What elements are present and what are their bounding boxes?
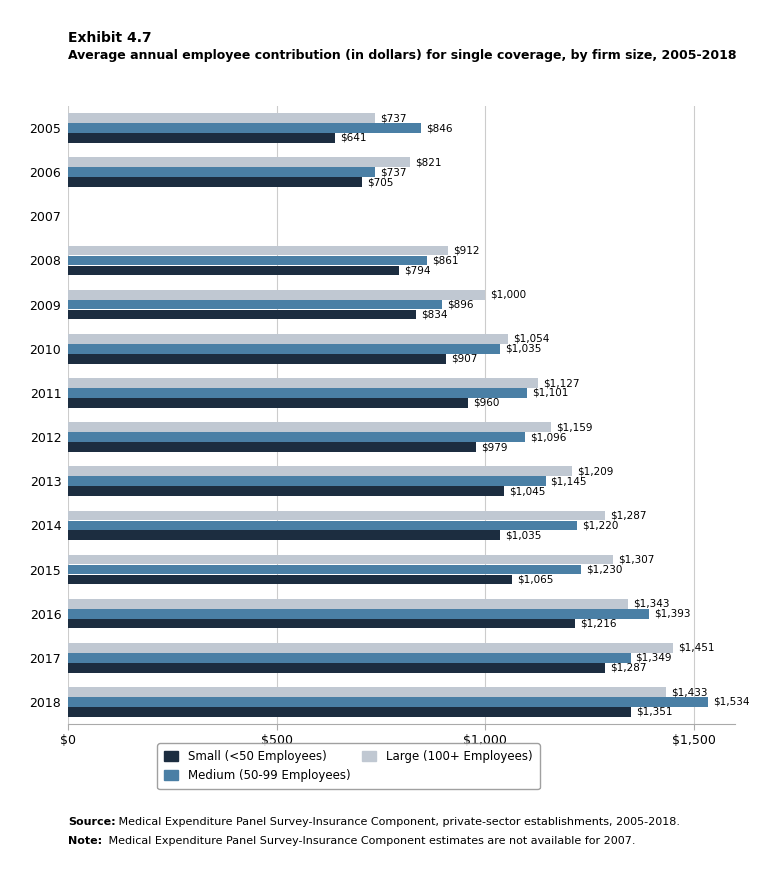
- Bar: [68, 575, 512, 585]
- Bar: [68, 707, 631, 717]
- Bar: [68, 687, 666, 697]
- Text: $1,209: $1,209: [578, 466, 614, 476]
- Text: $1,220: $1,220: [582, 520, 619, 531]
- Bar: [68, 422, 551, 432]
- Bar: [68, 124, 421, 132]
- Bar: [68, 698, 708, 706]
- Text: $1,287: $1,287: [609, 663, 647, 673]
- Bar: [68, 113, 375, 123]
- Text: $834: $834: [421, 310, 447, 320]
- Bar: [68, 520, 577, 530]
- Bar: [68, 344, 500, 354]
- Text: $821: $821: [415, 157, 442, 167]
- Text: $1,393: $1,393: [654, 608, 691, 619]
- Text: $960: $960: [474, 398, 500, 408]
- Text: $705: $705: [367, 177, 393, 187]
- Bar: [68, 565, 581, 575]
- Bar: [68, 466, 572, 476]
- Text: $1,349: $1,349: [636, 653, 672, 663]
- Text: $1,534: $1,534: [713, 697, 749, 707]
- Bar: [68, 653, 631, 662]
- Text: $1,343: $1,343: [633, 599, 669, 608]
- Text: $1,145: $1,145: [550, 476, 587, 487]
- Bar: [68, 663, 605, 673]
- Bar: [68, 619, 575, 629]
- Text: $1,433: $1,433: [671, 687, 707, 697]
- Bar: [68, 510, 605, 520]
- Bar: [68, 157, 411, 167]
- Bar: [68, 168, 375, 177]
- Text: $846: $846: [426, 123, 453, 133]
- Legend: Small (<50 Employees), Medium (50-99 Employees), Large (100+ Employees): Small (<50 Employees), Medium (50-99 Emp…: [157, 743, 540, 789]
- Text: $1,307: $1,307: [618, 555, 654, 564]
- Text: $1,065: $1,065: [517, 575, 553, 585]
- Text: $1,096: $1,096: [530, 432, 566, 442]
- Text: Average annual employee contribution (in dollars) for single coverage, by firm s: Average annual employee contribution (in…: [68, 49, 737, 62]
- Text: $861: $861: [432, 255, 459, 266]
- Text: $1,127: $1,127: [543, 378, 580, 388]
- Bar: [68, 133, 336, 143]
- Text: Source:: Source:: [68, 817, 116, 826]
- Text: $1,451: $1,451: [678, 643, 715, 653]
- Bar: [68, 643, 673, 653]
- Text: Medical Expenditure Panel Survey-Insurance Component, private-sector establishme: Medical Expenditure Panel Survey-Insuran…: [115, 817, 680, 826]
- Text: $1,045: $1,045: [509, 487, 545, 496]
- Bar: [68, 354, 446, 364]
- Text: Note:: Note:: [68, 836, 102, 846]
- Text: $1,101: $1,101: [532, 388, 568, 398]
- Bar: [68, 609, 649, 618]
- Text: $1,000: $1,000: [490, 290, 526, 299]
- Bar: [68, 310, 416, 320]
- Text: $1,216: $1,216: [580, 619, 617, 629]
- Bar: [68, 531, 500, 540]
- Bar: [68, 476, 546, 486]
- Text: $1,035: $1,035: [505, 531, 541, 540]
- Bar: [68, 256, 428, 265]
- Text: $979: $979: [481, 442, 508, 452]
- Text: $737: $737: [381, 113, 407, 123]
- Bar: [68, 389, 528, 397]
- Text: $907: $907: [451, 354, 478, 364]
- Text: $896: $896: [446, 299, 473, 310]
- Text: $641: $641: [340, 133, 367, 143]
- Text: Medical Expenditure Panel Survey-Insurance Component estimates are not available: Medical Expenditure Panel Survey-Insuran…: [105, 836, 635, 846]
- Bar: [68, 378, 538, 388]
- Text: $794: $794: [404, 266, 431, 275]
- Text: $737: $737: [381, 167, 407, 177]
- Text: $1,054: $1,054: [512, 334, 549, 343]
- Bar: [68, 245, 449, 255]
- Bar: [68, 266, 399, 275]
- Bar: [68, 300, 442, 310]
- Text: $1,159: $1,159: [556, 422, 593, 432]
- Bar: [68, 442, 476, 452]
- Text: $1,287: $1,287: [609, 510, 647, 520]
- Bar: [68, 290, 485, 299]
- Text: $1,035: $1,035: [505, 343, 541, 354]
- Bar: [68, 433, 525, 442]
- Bar: [68, 555, 613, 564]
- Bar: [68, 599, 628, 608]
- Bar: [68, 487, 504, 496]
- Bar: [68, 398, 468, 408]
- Bar: [68, 334, 508, 343]
- Bar: [68, 177, 362, 187]
- Text: Exhibit 4.7: Exhibit 4.7: [68, 31, 152, 45]
- Text: $912: $912: [453, 245, 480, 255]
- Text: $1,230: $1,230: [586, 564, 622, 575]
- Text: $1,351: $1,351: [637, 707, 673, 717]
